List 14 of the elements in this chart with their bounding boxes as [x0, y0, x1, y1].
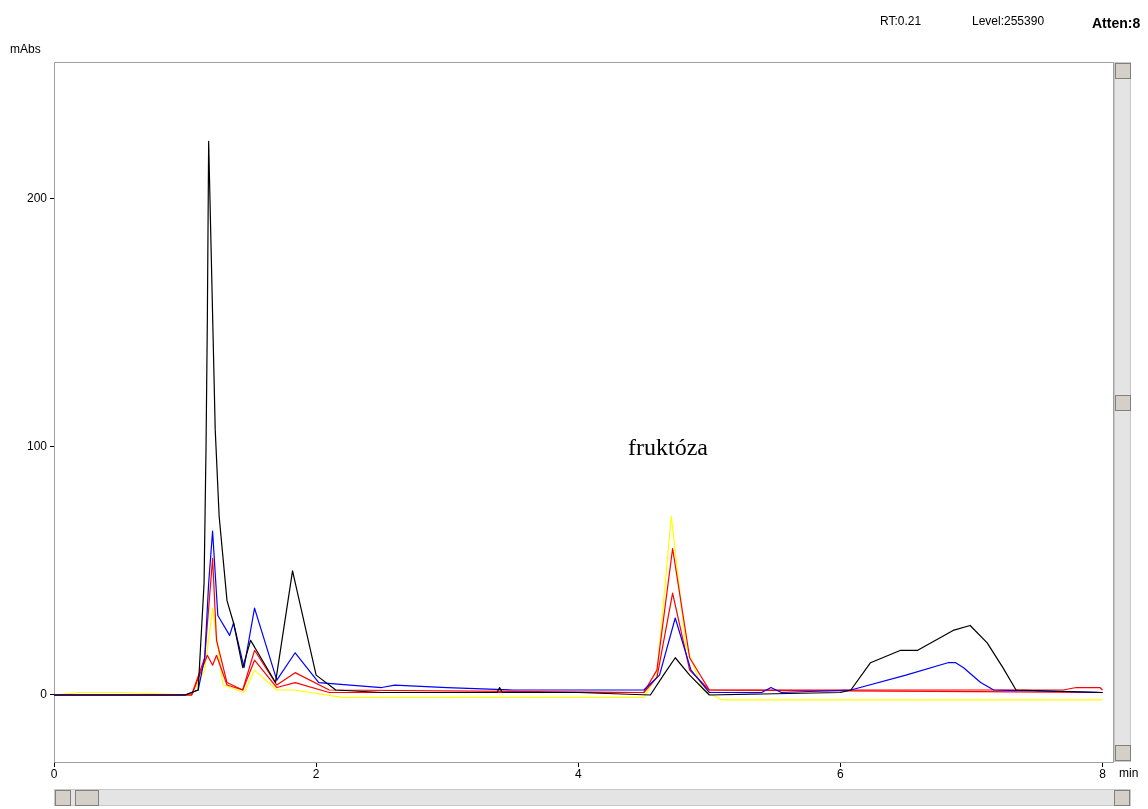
y-axis-title: mAbs	[10, 42, 41, 57]
y-tick-label: 0	[40, 687, 48, 702]
x-tick-label: 8	[1099, 766, 1107, 781]
text: Level:255390	[972, 14, 1045, 29]
x-axis-title: min	[1119, 766, 1139, 781]
y-tick-label: 100	[26, 439, 48, 454]
text: RT:0.21	[880, 14, 922, 29]
x-tick-label: 4	[574, 766, 582, 781]
y-tick-label: 200	[26, 190, 48, 205]
x-tick-label: 0	[50, 766, 58, 781]
x-tick-label: 6	[837, 766, 845, 781]
x-tick-label: 2	[312, 766, 320, 781]
text: Atten:8	[1092, 14, 1141, 31]
annotation: fruktóza	[628, 434, 709, 461]
